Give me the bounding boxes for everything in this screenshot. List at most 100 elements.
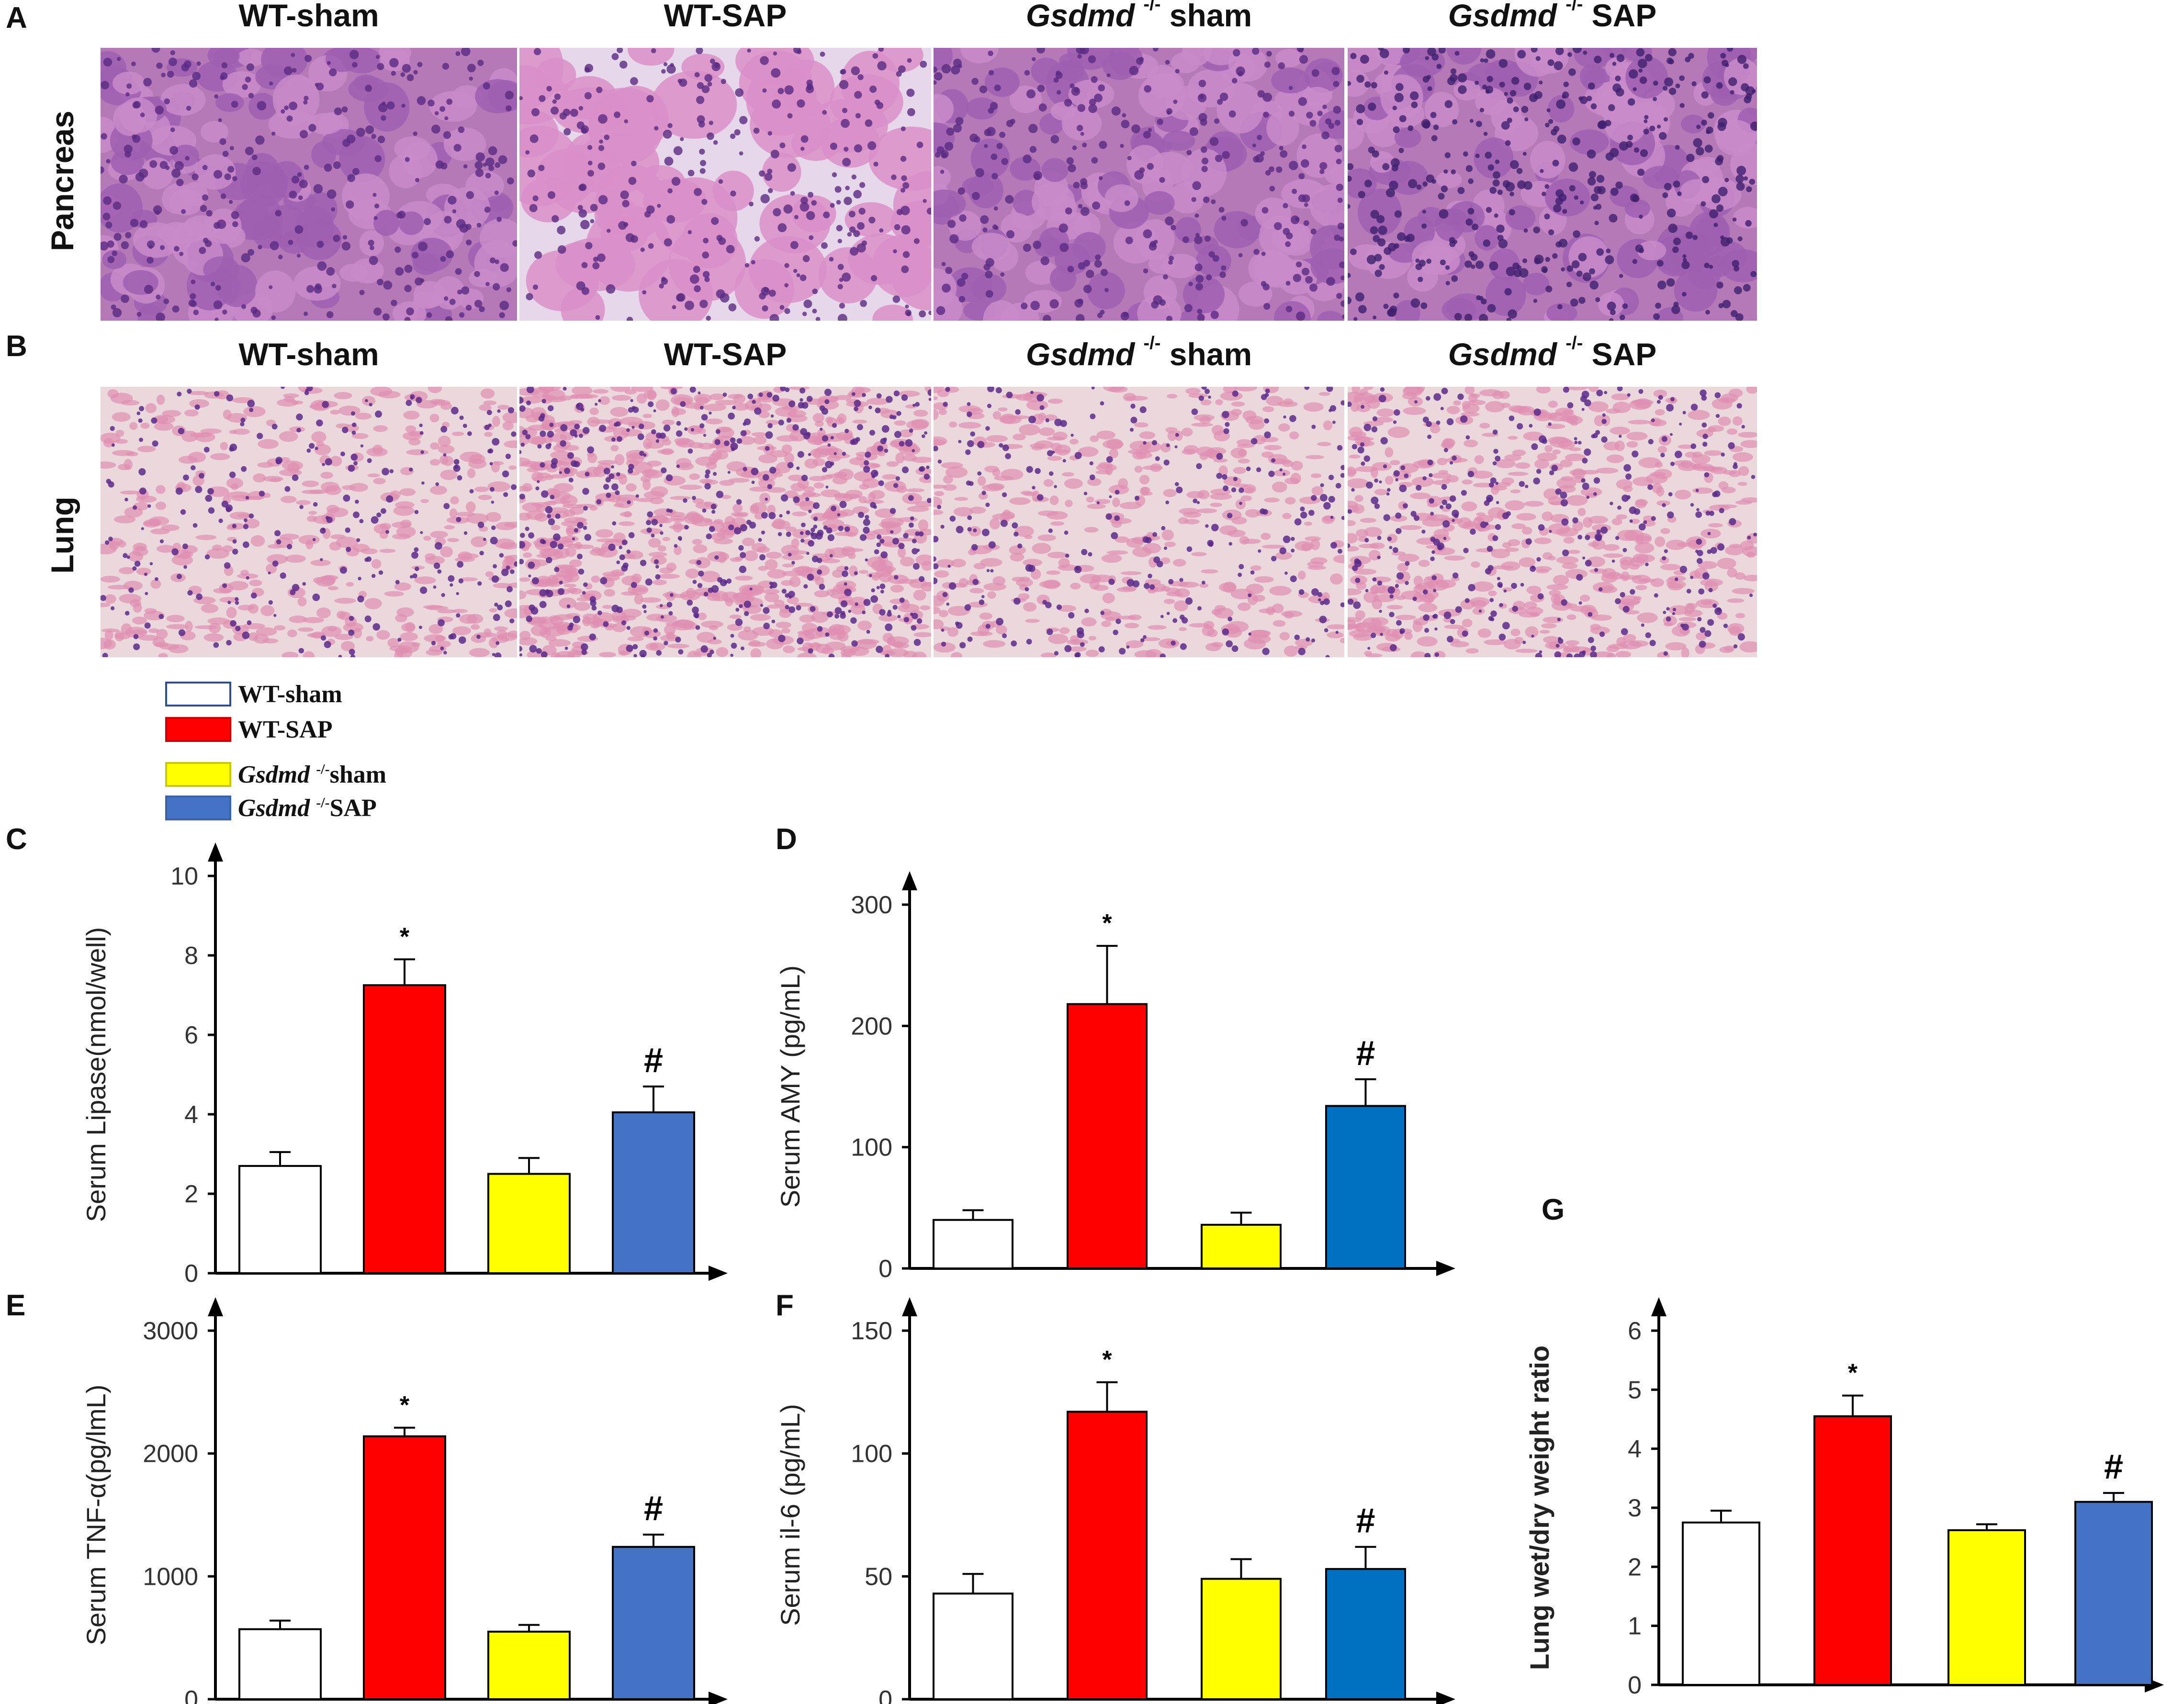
x-axis-arrow [709, 1266, 728, 1281]
y-axis-label: Serum TNF-α(pg/lmL) [81, 1385, 111, 1646]
y-axis-arrow [208, 842, 223, 862]
bar-2 [1814, 1416, 1891, 1685]
column-title-pancreas-2: WT-SAP [519, 0, 931, 34]
y-tick-label: 5 [1628, 1376, 1642, 1404]
legend-swatch [165, 796, 231, 820]
y-axis-arrow [902, 871, 917, 890]
column-title-pancreas-1: WT-sham [103, 0, 515, 34]
bar-1 [239, 1629, 321, 1699]
y-tick-label: 100 [851, 1134, 892, 1162]
y-axis-arrow [208, 1297, 223, 1316]
legend-item-1: WT-sham [165, 680, 342, 708]
bar-3 [1202, 1225, 1281, 1268]
column-title-sup: -/- [1565, 0, 1583, 14]
legend-gene: Gsdmd [238, 795, 310, 822]
bar-4 [613, 1112, 694, 1273]
panel-letter-f: F [776, 1289, 794, 1323]
bar-4 [1326, 1569, 1405, 1699]
column-title-gene: Gsdmd [1026, 336, 1135, 372]
y-tick-label: 10 [170, 863, 198, 890]
y-tick-label: 1 [1628, 1613, 1642, 1640]
y-axis-label: Serum AMY (pg/mL) [775, 965, 805, 1208]
pancreas-micrograph-4 [1348, 48, 1757, 321]
y-tick-label: 200 [851, 1012, 892, 1040]
y-tick-label: 1000 [143, 1563, 198, 1591]
legend-sup: -/- [316, 761, 329, 777]
bar-1 [934, 1220, 1013, 1268]
bar-2 [364, 985, 445, 1273]
y-tick-label: 0 [184, 1260, 198, 1288]
lung-micrograph-2 [519, 387, 931, 657]
y-tick-label: 0 [878, 1255, 892, 1283]
panel-letter-d: D [776, 822, 797, 856]
significance-star: * [400, 1391, 410, 1419]
y-tick-label: 3 [1628, 1494, 1642, 1522]
bar-3 [488, 1174, 570, 1274]
column-title-prefix: WT-SAP [664, 0, 787, 33]
column-title-sup: -/- [1144, 333, 1161, 353]
x-axis-arrow [709, 1692, 728, 1704]
row-label-pancreas: Pancreas [44, 85, 80, 277]
column-title-gene: Gsdmd [1026, 0, 1135, 33]
bar-1 [1683, 1523, 1759, 1685]
column-title-suffix: sham [1160, 336, 1252, 372]
legend-suffix: sham [330, 761, 386, 788]
panel-letter-b: B [6, 329, 27, 363]
bar-4 [1326, 1106, 1405, 1268]
significance-hash: # [1356, 1502, 1375, 1540]
y-tick-label: 6 [184, 1021, 198, 1049]
pancreas-micrograph-3 [934, 48, 1344, 321]
bar-2 [1068, 1412, 1147, 1699]
pancreas-micrograph-2 [519, 48, 931, 321]
y-axis-label: Serum Lipase(nmol/well) [81, 927, 111, 1222]
y-tick-label: 150 [851, 1317, 892, 1345]
significance-star: * [1102, 909, 1112, 937]
significance-star: * [1102, 1346, 1112, 1374]
y-tick-label: 4 [1628, 1435, 1642, 1463]
significance-hash: # [2104, 1448, 2123, 1486]
y-tick-label: 2 [1628, 1553, 1642, 1581]
y-tick-label: 2 [184, 1180, 198, 1208]
y-tick-label: 6 [1628, 1317, 1642, 1345]
lung-micrograph-4 [1348, 387, 1757, 657]
y-tick-label: 2000 [143, 1440, 198, 1468]
x-axis-arrow [1436, 1261, 1455, 1276]
significance-star: * [400, 923, 410, 951]
bar-2 [364, 1436, 445, 1699]
legend-label: Gsdmd -/-sham [238, 761, 386, 789]
y-tick-label: 4 [184, 1101, 198, 1129]
panel-letter-e: E [6, 1289, 25, 1323]
bar-3 [1948, 1530, 2025, 1685]
significance-star: * [1848, 1359, 1858, 1387]
column-title-suffix: SAP [1583, 0, 1656, 33]
panel-letter-g: G [1542, 1193, 1565, 1227]
y-tick-label: 0 [184, 1686, 198, 1704]
legend-label: WT-SAP [238, 716, 332, 744]
column-title-pancreas-4: Gsdmd -/- SAP [1347, 0, 1758, 34]
bar-4 [2075, 1502, 2152, 1685]
y-tick-label: 8 [184, 942, 198, 970]
column-title-sup: -/- [1144, 0, 1161, 14]
significance-hash: # [644, 1490, 663, 1528]
y-tick-label: 0 [1628, 1671, 1642, 1699]
y-tick-label: 50 [865, 1563, 892, 1591]
legend-suffix: SAP [330, 795, 377, 822]
legend-item-2: WT-SAP [165, 715, 332, 744]
bar-3 [488, 1632, 570, 1699]
y-axis-label: Lung wet/dry weight ratio [1524, 1345, 1554, 1670]
lung-micrograph-3 [934, 387, 1344, 657]
legend-item-4: Gsdmd -/-SAP [165, 794, 377, 822]
column-title-gene: Gsdmd [1448, 336, 1557, 372]
bar-1 [239, 1166, 321, 1273]
column-title-prefix: WT-sham [238, 0, 379, 33]
y-tick-label: 300 [851, 891, 892, 919]
column-title-lung-2: WT-SAP [519, 336, 931, 372]
column-title-lung-1: WT-sham [103, 336, 515, 372]
column-title-gene: Gsdmd [1448, 0, 1557, 33]
y-axis-label: Serum il-6 (pg/mL) [775, 1404, 805, 1626]
row-label-lung: Lung [44, 439, 80, 631]
panel-letter-a: A [6, 1, 27, 35]
